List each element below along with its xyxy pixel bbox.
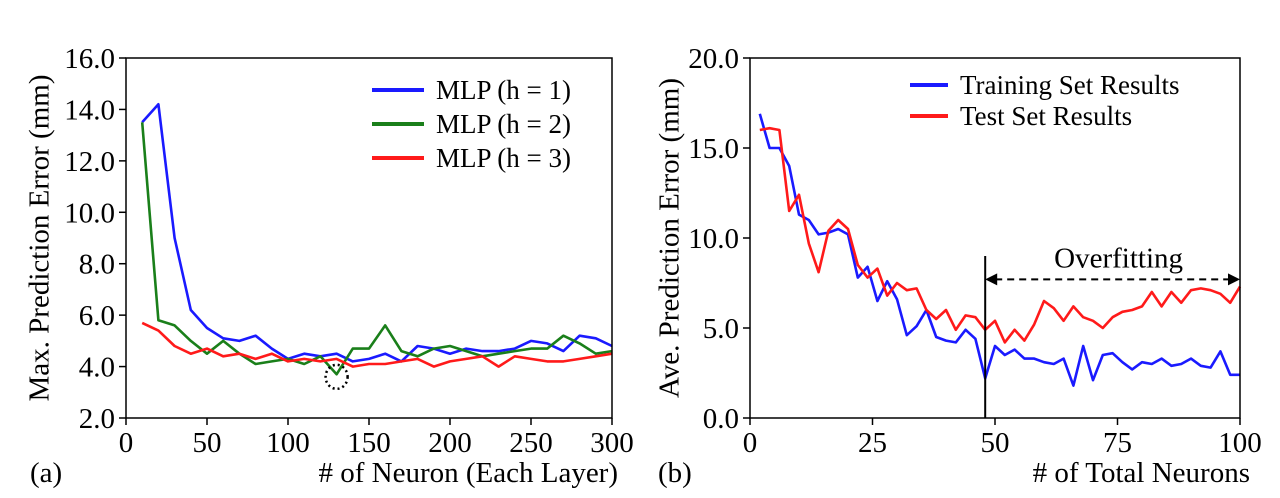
b-x-tick-label: 25 bbox=[858, 427, 887, 459]
b-y-tick-label: 5.0 bbox=[703, 313, 739, 345]
a-x-tick-label: 0 bbox=[119, 427, 134, 459]
b-legend-label: Test Set Results bbox=[960, 101, 1132, 131]
a-series-group bbox=[140, 103, 613, 376]
a-y-tick-label: 10.0 bbox=[64, 197, 115, 229]
a-legend-label: MLP (h = 3) bbox=[436, 143, 571, 173]
a-series-line-2 bbox=[140, 122, 613, 376]
panel-b: 0 25 50 75 100 0.0 5.0 10.0 15.0 20.0 Overfitting… bbox=[654, 43, 1262, 489]
b-legend-label: Training Set Results bbox=[960, 70, 1180, 100]
a-x-tick-label: 100 bbox=[266, 427, 310, 459]
b-plot-frame bbox=[749, 57, 1241, 419]
a-y-tick-label: 4.0 bbox=[79, 352, 115, 384]
a-legend: MLP (h = 1) MLP (h = 2) MLP (h = 3) bbox=[372, 75, 571, 173]
a-y-tick-label: 16.0 bbox=[64, 43, 115, 75]
a-dotted-circle-annotation bbox=[324, 363, 349, 391]
b-overfitting-label: Overfitting bbox=[1054, 242, 1183, 274]
a-legend-label: MLP (h = 2) bbox=[436, 109, 571, 139]
b-arrow-head-right bbox=[1228, 273, 1240, 286]
b-overfitting-arrow bbox=[985, 273, 1240, 286]
a-legend-label: MLP (h = 1) bbox=[436, 75, 571, 105]
a-x-tick-label: 150 bbox=[347, 427, 391, 459]
a-y-tick-label: 6.0 bbox=[79, 300, 115, 332]
b-x-tick-label: 100 bbox=[1218, 427, 1262, 459]
b-series-line-1 bbox=[758, 113, 1240, 387]
a-x-tick-label: 200 bbox=[428, 427, 472, 459]
a-x-tick-label: 50 bbox=[193, 427, 222, 459]
a-panel-label: (a) bbox=[30, 457, 62, 489]
b-y-tick-label: 20.0 bbox=[688, 43, 739, 75]
a-plot-frame bbox=[125, 57, 613, 419]
b-panel-label: (b) bbox=[658, 457, 692, 489]
b-ticks: 0 25 50 75 100 0.0 5.0 10.0 15.0 20.0 bbox=[688, 43, 1262, 459]
a-y-tick-label: 12.0 bbox=[64, 146, 115, 178]
a-x-tick-label: 250 bbox=[509, 427, 553, 459]
a-x-tick-label: 300 bbox=[590, 427, 634, 459]
b-series-group bbox=[758, 113, 1242, 387]
b-y-tick-label: 0.0 bbox=[703, 403, 739, 435]
b-y-tick-label: 15.0 bbox=[688, 133, 739, 165]
b-x-tick-label: 75 bbox=[1103, 427, 1132, 459]
a-y-axis-label: Max. Prediction Error (mm) bbox=[24, 75, 56, 402]
a-y-tick-label: 8.0 bbox=[79, 249, 115, 281]
b-x-tick-label: 0 bbox=[743, 427, 758, 459]
b-y-tick-label: 10.0 bbox=[688, 223, 739, 255]
b-x-axis-label: # of Total Neurons bbox=[1033, 457, 1250, 489]
a-y-tick-label: 14.0 bbox=[64, 94, 115, 126]
b-arrow-head-left bbox=[985, 273, 998, 286]
b-x-tick-label: 50 bbox=[981, 427, 1010, 459]
panel-a: 0 50 100 150 200 250 300 2.0 4.0 6.0 8.0 10.0 12.0 14… bbox=[24, 43, 634, 489]
a-series-line-1 bbox=[141, 103, 613, 363]
a-series-line-3 bbox=[141, 321, 613, 368]
a-ticks: 0 50 100 150 200 250 300 2.0 4.0 6.0 8.0 10.0 12.0 14… bbox=[64, 43, 634, 459]
a-x-axis-label: # of Neuron (Each Layer) bbox=[318, 457, 618, 489]
a-y-tick-label: 2.0 bbox=[79, 403, 115, 435]
b-series-line-2 bbox=[759, 126, 1242, 344]
b-y-axis-label: Ave. Prediction Error (mm) bbox=[654, 78, 686, 398]
